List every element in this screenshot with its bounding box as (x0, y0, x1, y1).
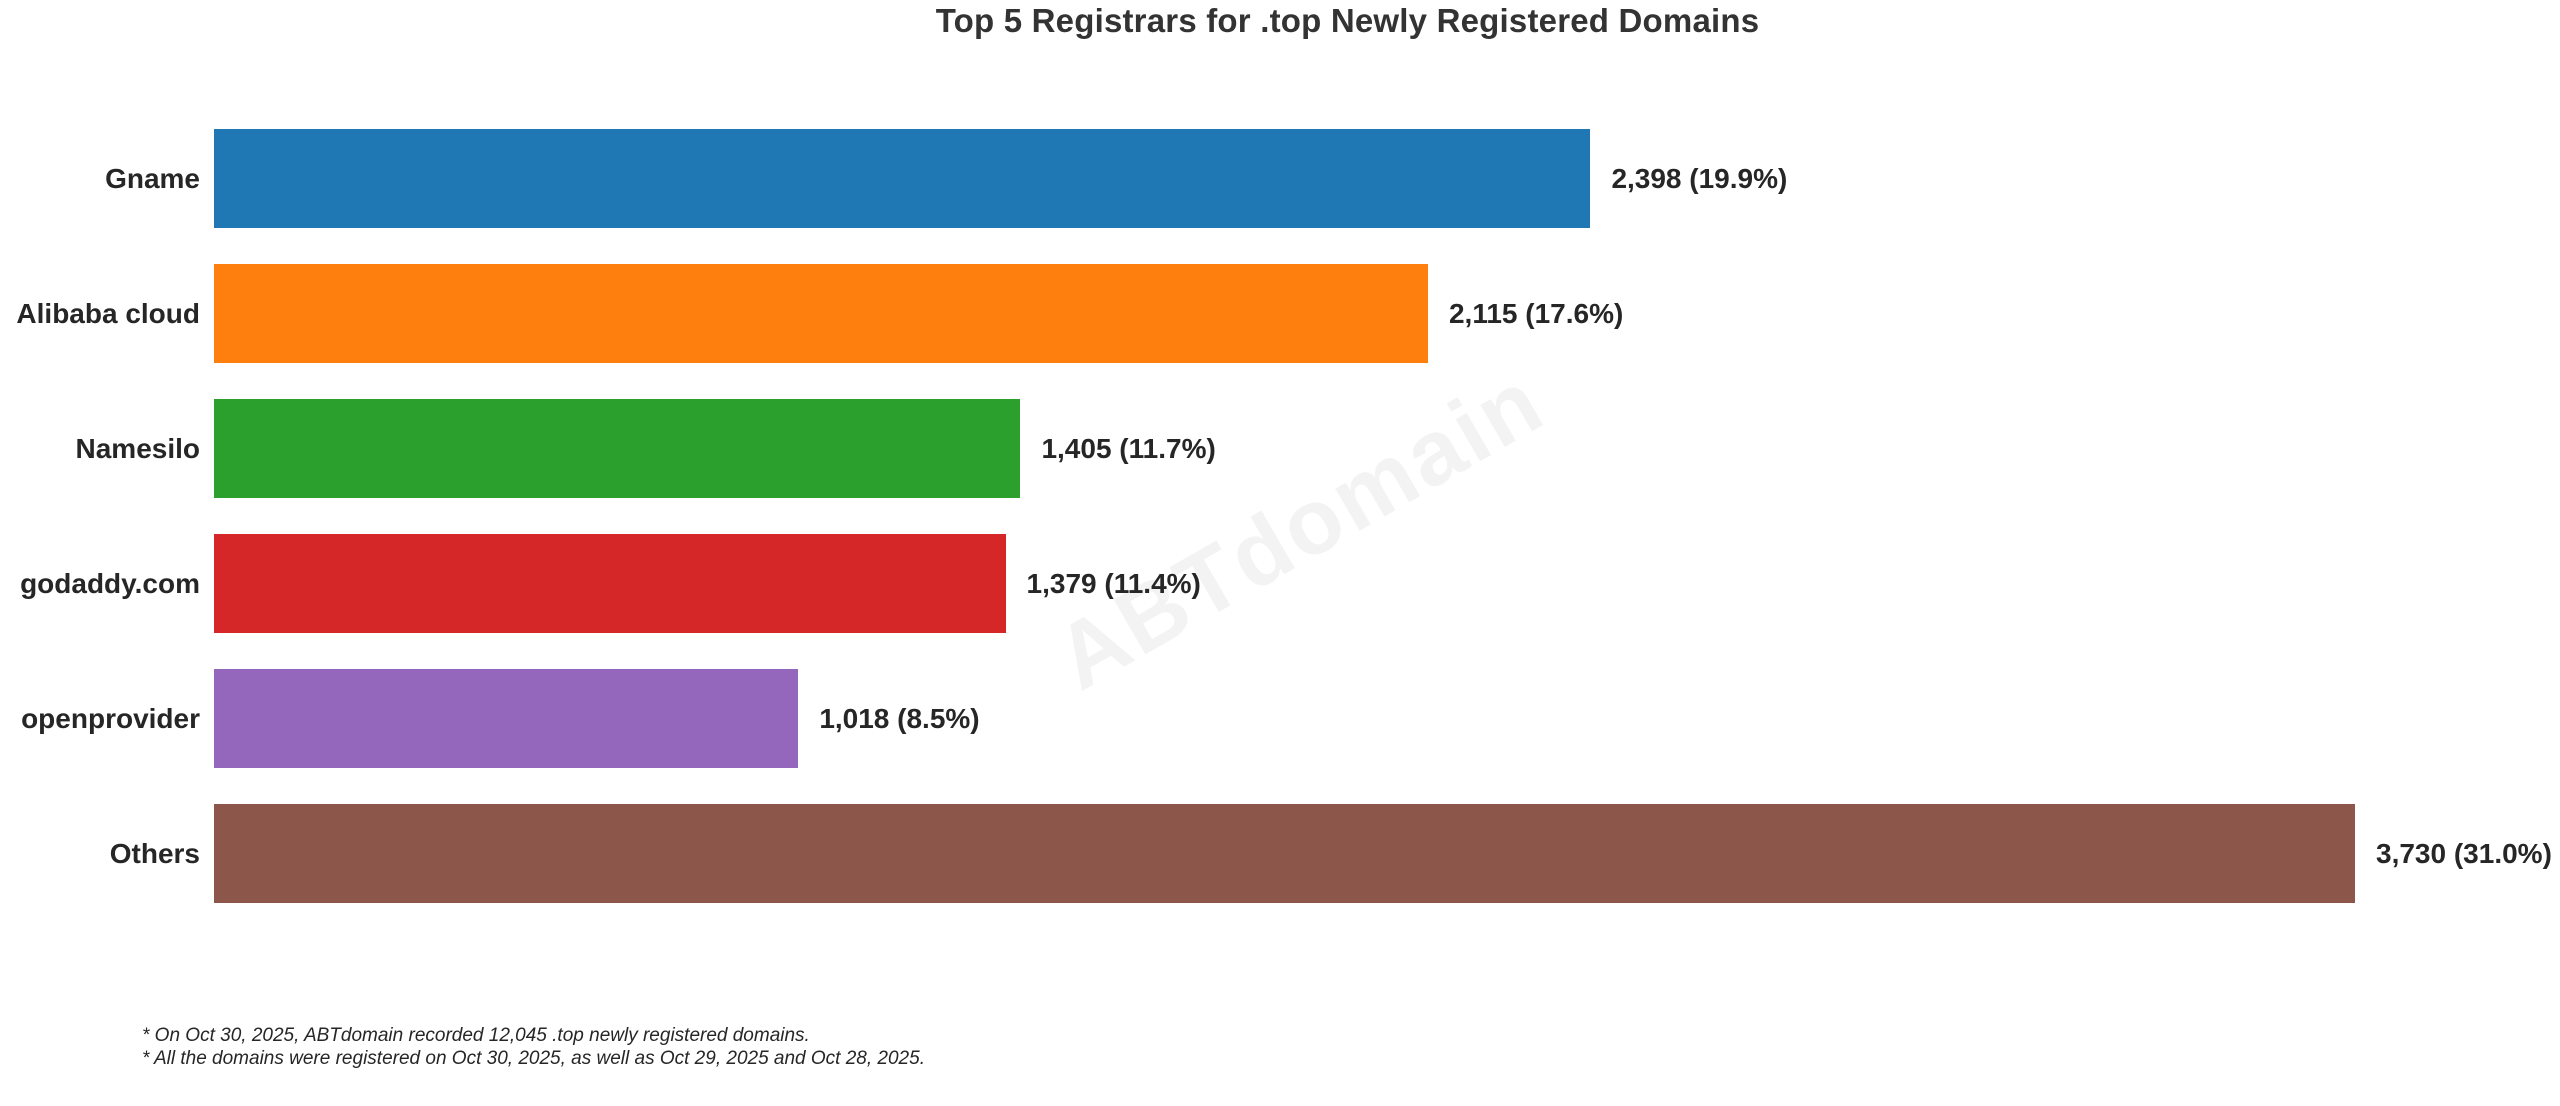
plot-area: Gname 2,398 (19.9%) Alibaba cloud 2,115 … (0, 129, 2560, 939)
footnote-line-1: * On Oct 30, 2025, ABTdomain recorded 12… (142, 1025, 810, 1046)
bar (214, 264, 1428, 363)
bar (214, 534, 1006, 633)
bar-track: 2,115 (17.6%) (214, 264, 2560, 363)
bar-row-gname: Gname 2,398 (19.9%) (0, 129, 2560, 228)
bar-track: 2,398 (19.9%) (214, 129, 2560, 228)
value-label: 1,018 (8.5%) (819, 702, 980, 734)
value-label: 2,115 (17.6%) (1448, 297, 1624, 329)
bar-row-openprovider: openprovider 1,018 (8.5%) (0, 669, 2560, 768)
bar-track: 3,730 (31.0%) (214, 804, 2560, 903)
bar-track: 1,379 (11.4%) (214, 534, 2560, 633)
chart-title: Top 5 Registrars for .top Newly Register… (935, 2, 1760, 39)
bar-row-others: Others 3,730 (31.0%) (0, 804, 2560, 903)
value-label: 1,405 (11.7%) (1041, 432, 1216, 464)
bar-row-namesilo: Namesilo 1,405 (11.7%) (0, 399, 2560, 498)
value-label: 1,379 (11.4%) (1026, 567, 1201, 599)
bar (214, 399, 1021, 498)
bar (214, 804, 2355, 903)
bar (214, 129, 1591, 228)
footnotes: * On Oct 30, 2025, ABTdomain recorded 12… (142, 1024, 925, 1070)
category-label: openprovider (21, 702, 200, 734)
category-label: Gname (105, 162, 200, 194)
bar (214, 669, 799, 768)
category-label: Others (109, 837, 200, 869)
bar-track: 1,405 (11.7%) (214, 399, 2560, 498)
value-label: 2,398 (19.9%) (1611, 162, 1788, 194)
bar-row-alibaba-cloud: Alibaba cloud 2,115 (17.6%) (0, 264, 2560, 363)
bar-row-godaddy: godaddy.com 1,379 (11.4%) (0, 534, 2560, 633)
footnote-line-2: * All the domains were registered on Oct… (142, 1048, 925, 1069)
category-label: Namesilo (75, 432, 201, 464)
category-label: godaddy.com (20, 567, 200, 599)
category-label: Alibaba cloud (16, 297, 200, 329)
value-label: 3,730 (31.0%) (2376, 837, 2552, 869)
bar-track: 1,018 (8.5%) (214, 669, 2560, 768)
